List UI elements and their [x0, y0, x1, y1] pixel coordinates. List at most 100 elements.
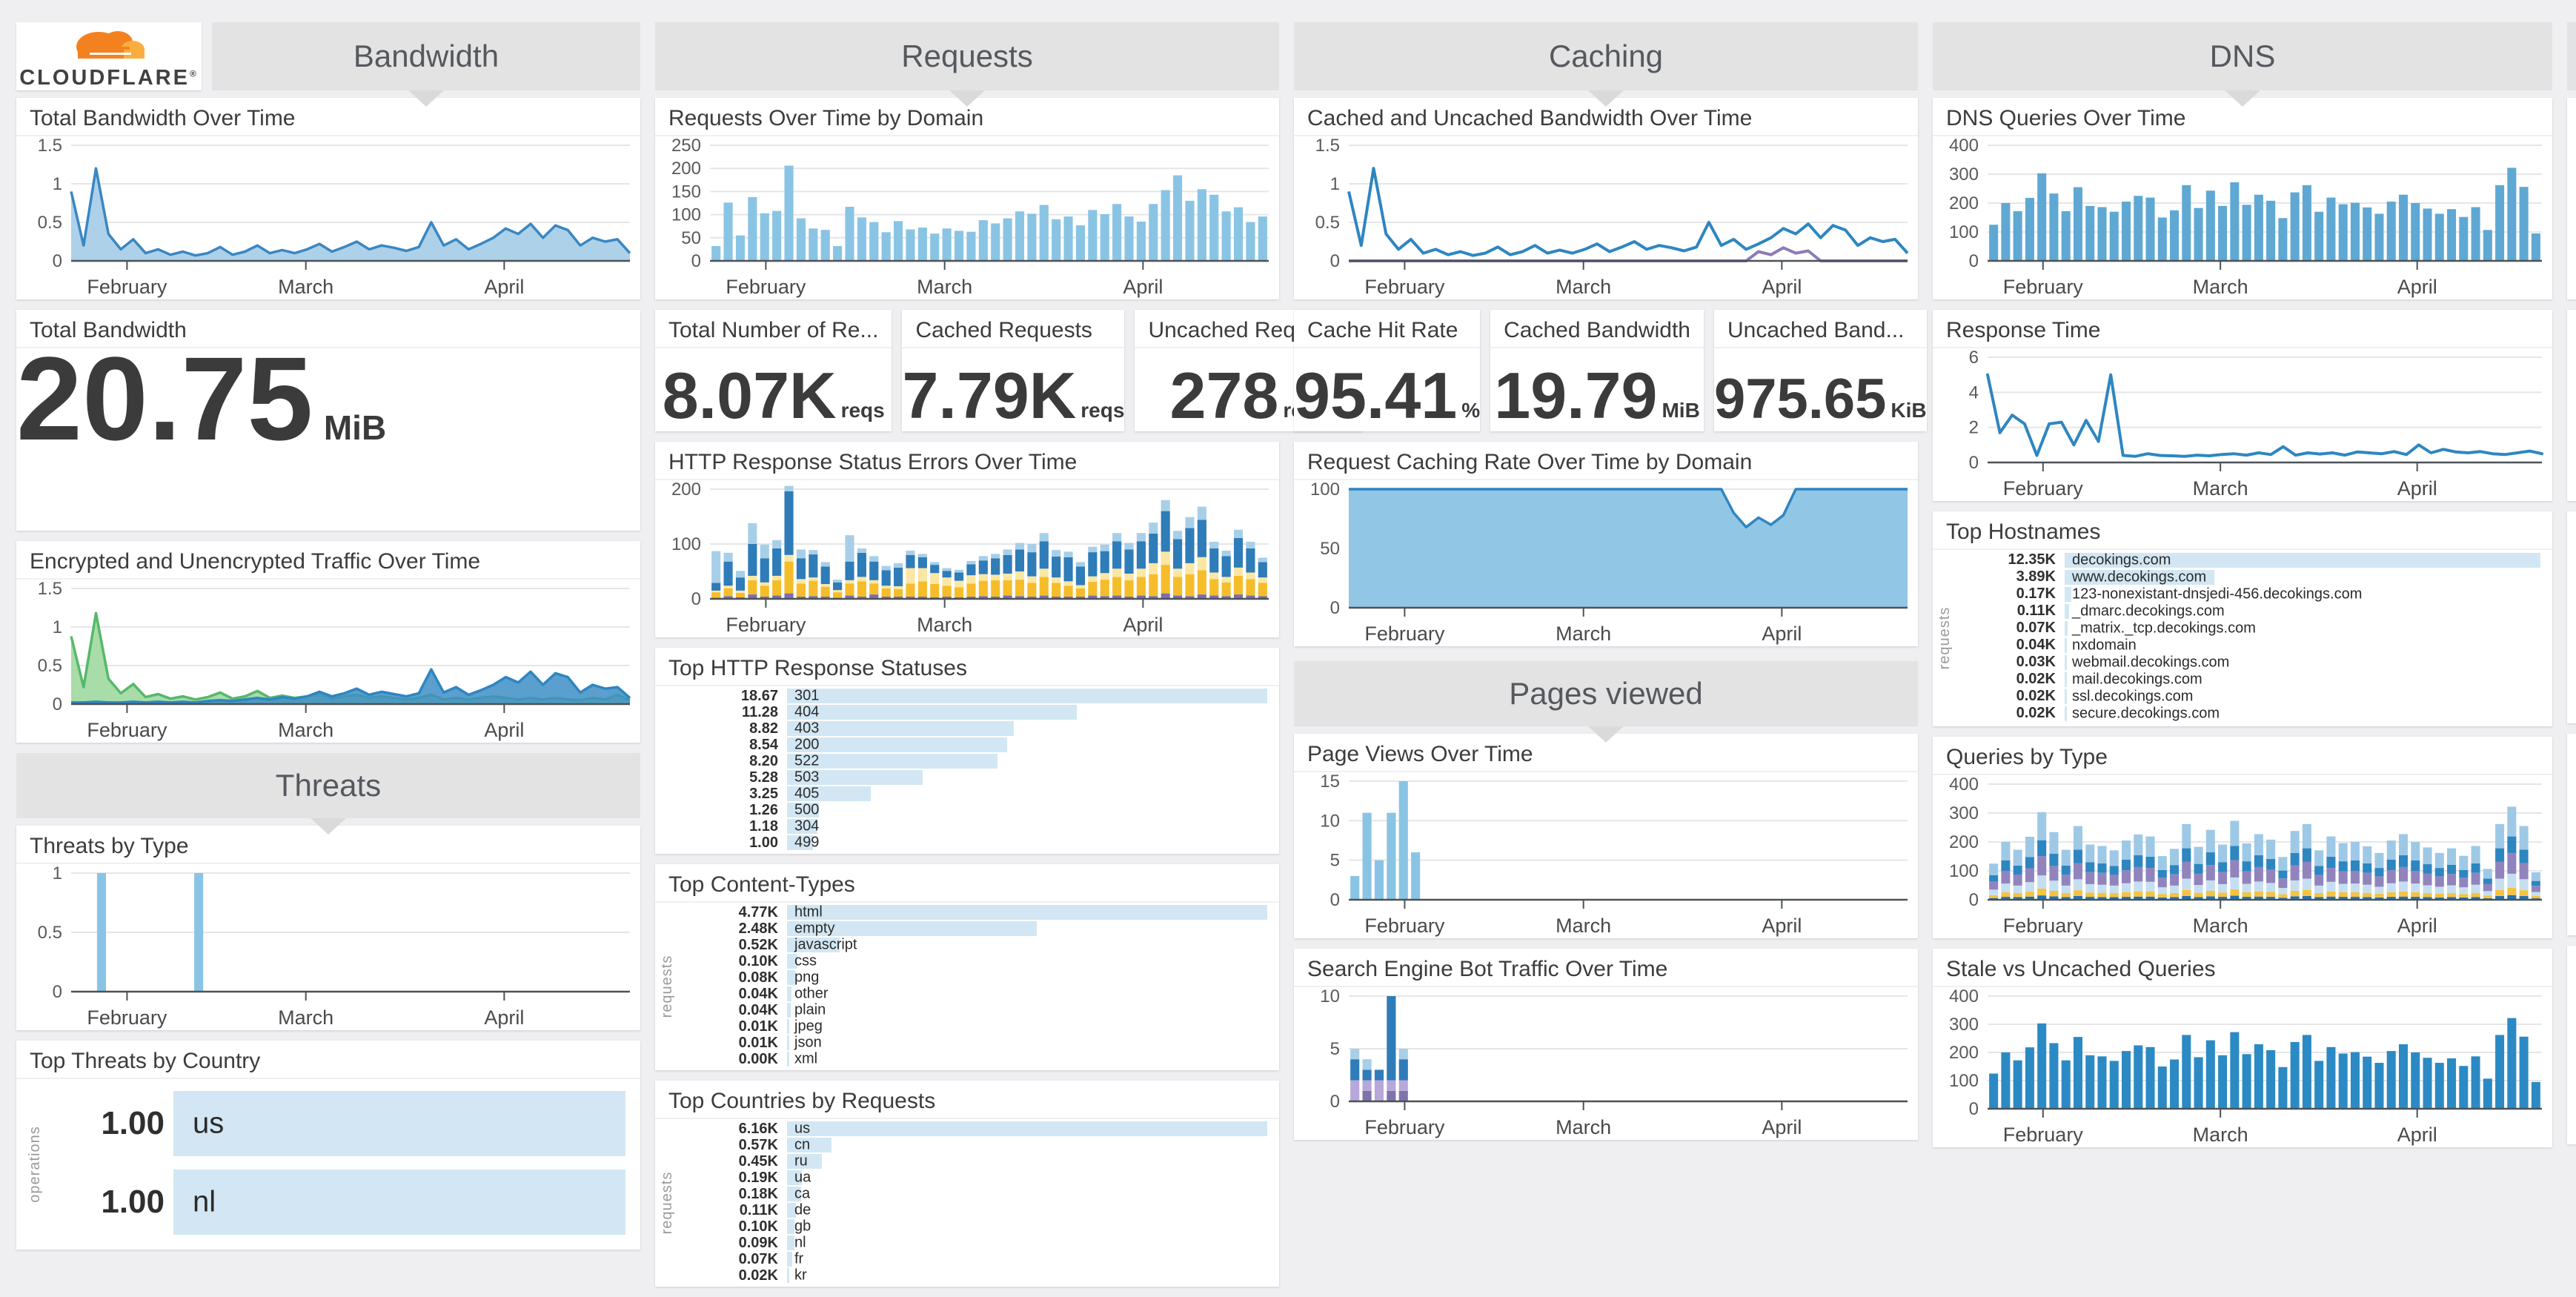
search-bot-chart: 0 5 10 February March April: [1320, 987, 1908, 1138]
section-header-dns: DNS: [1933, 22, 2552, 90]
hbar-label: 403: [794, 720, 820, 737]
hbar-label: nl: [193, 1185, 216, 1218]
svg-text:March: March: [2193, 276, 2248, 298]
hbar-bar: [787, 986, 791, 1001]
hbar-bar: [2065, 569, 2215, 585]
hbar-row: 0.57K cn: [680, 1137, 1267, 1153]
hbar-row: 12.35K decokings.com: [1958, 551, 2540, 568]
hbar-value: 0.09K: [738, 1234, 778, 1251]
hbar-label: json: [794, 1034, 822, 1051]
hbar-track: 304: [787, 818, 1267, 835]
hbar-bar: [787, 786, 871, 801]
hbar-row: 2.48K empty: [680, 920, 1267, 937]
svg-text:0.5: 0.5: [38, 213, 62, 233]
svg-text:100: 100: [1949, 861, 1979, 881]
column-bandwidth: CLOUDFLARE® Bandwidth Total Bandwidth Ov…: [16, 22, 640, 1297]
svg-text:0: 0: [1969, 890, 1979, 910]
hbar-bar: [2065, 620, 2068, 636]
panel-total-bandwidth: Total Bandwidth 20.75 MiB: [16, 310, 640, 531]
stat-unit: reqs: [840, 399, 885, 422]
hbar-label: us: [794, 1120, 811, 1137]
hbar-row: 0.19K ua: [680, 1170, 1267, 1186]
panel-top-hostnames: Top Hostnames requests 12.35K decokings.co…: [1933, 511, 2552, 726]
hbar-bar: [787, 905, 1267, 920]
hbar-label: css: [794, 952, 817, 969]
panel-top-content-types: Top Content-Types requests 4.77K html 2.48K…: [655, 864, 1279, 1070]
panel-title: Page Views Over Time: [1294, 734, 1918, 772]
svg-text:300: 300: [1949, 803, 1979, 823]
svg-text:0: 0: [691, 251, 701, 271]
hbar-bar: [787, 1138, 832, 1152]
hbar-bar: [787, 1219, 795, 1234]
hbar-bar: [787, 970, 796, 985]
svg-text:February: February: [1364, 1116, 1445, 1138]
svg-text:5: 5: [1330, 851, 1340, 871]
svg-text:April: April: [1762, 1116, 1802, 1138]
hbar-value: 0.17K: [2016, 586, 2056, 602]
hbar-value: 0.01K: [738, 1034, 778, 1051]
top-threats-by-country-list: operations 1.00 us 1.00 nl: [16, 1079, 640, 1250]
panel-response-time: Response Time 0 2 4 6 February March April: [1933, 310, 2552, 501]
cloudflare-wordmark: CLOUDFLARE®: [19, 65, 199, 90]
cloudflare-logo[interactable]: CLOUDFLARE®: [16, 22, 202, 90]
hbar-track: 403: [787, 720, 1267, 737]
svg-text:1: 1: [1330, 174, 1340, 194]
total-bandwidth-over-time-chart: 0 0.5 1 1.5 February March April: [38, 136, 631, 298]
panel-threats-by-type: Threats by Type 0 0.5 1 February March April: [16, 826, 640, 1030]
hbar-value: 0.04K: [738, 985, 778, 1002]
stat-title: Cache Hit Rate: [1294, 310, 1481, 348]
hbar-bar: [787, 689, 1267, 703]
svg-text:0: 0: [1969, 453, 1979, 473]
hbar-label: javascript: [794, 936, 857, 953]
section-header-threats: Threats: [16, 753, 640, 818]
hbar-bar: [2065, 603, 2069, 619]
svg-text:March: March: [278, 1006, 333, 1029]
panel-title: Total Bandwidth: [16, 310, 640, 348]
hbar-value: 0.52K: [738, 936, 778, 953]
svg-text:February: February: [87, 1006, 167, 1029]
svg-text:March: March: [2193, 1124, 2248, 1146]
svg-text:0: 0: [1969, 1099, 1979, 1119]
requests-stat-cards: Total Number of Re... 8.07K reqs Cached R…: [655, 310, 1362, 433]
panel-title: Top Threats by Country: [16, 1041, 640, 1079]
hbar-label: png: [794, 969, 820, 986]
svg-text:0: 0: [1330, 251, 1340, 271]
section-header-pages-viewed: Pages viewed: [1294, 661, 1918, 726]
hbar-row: 0.45K ru: [680, 1153, 1267, 1170]
svg-text:April: April: [1762, 915, 1802, 937]
hbar-value: 0.02K: [2016, 688, 2056, 704]
hbar-track: other: [787, 986, 1267, 1002]
hbar-value: 11.28: [742, 703, 778, 720]
stat-number: 95.41: [1294, 359, 1458, 433]
hbar-bar: [2065, 706, 2067, 721]
svg-text:200: 200: [1949, 832, 1979, 852]
hbar-row: 0.11K de: [680, 1202, 1267, 1218]
hbar-value: 2.48K: [738, 920, 778, 937]
pages-viewed-header-row: Pages viewed: [1294, 661, 1918, 726]
svg-text:February: February: [2003, 1124, 2084, 1146]
hbar-bar: [787, 1003, 791, 1018]
hbar-bar: [787, 737, 1007, 752]
encrypted-traffic-chart: 0 0.5 1 1.5 February March April: [38, 580, 631, 741]
stat-number: 7.79K: [902, 359, 1077, 433]
svg-text:0: 0: [691, 589, 701, 609]
hbar-value: 8.20: [749, 752, 778, 769]
hbar-value: 0.00K: [738, 1050, 778, 1067]
hbar-label: empty: [794, 920, 835, 937]
hbar-bar: [2065, 671, 2067, 687]
hbar-track: cn: [787, 1137, 1267, 1153]
svg-text:1.5: 1.5: [38, 136, 62, 156]
hbar-bar: [787, 1035, 789, 1050]
hbar-label: fr: [794, 1250, 804, 1267]
hbar-label: _matrix._tcp.decokings.com: [2072, 620, 2256, 636]
panel-title: Cached and Uncached Bandwidth Over Time: [1294, 98, 1918, 136]
hbar-track: empty: [787, 920, 1267, 937]
stat-title: Uncached Band...: [1713, 310, 1927, 348]
hbar-row: 6.16K us: [680, 1121, 1267, 1137]
stat-unit: %: [1461, 399, 1481, 422]
panel-title: Request Caching Rate Over Time by Domain: [1294, 442, 1918, 480]
hbar-track: kr: [787, 1267, 1267, 1284]
dns-header-row: DNS: [1933, 22, 2552, 90]
panel-search-bot: Search Engine Bot Traffic Over Time 0 5 10…: [1294, 949, 1918, 1140]
hbar-bar: [173, 1170, 625, 1235]
